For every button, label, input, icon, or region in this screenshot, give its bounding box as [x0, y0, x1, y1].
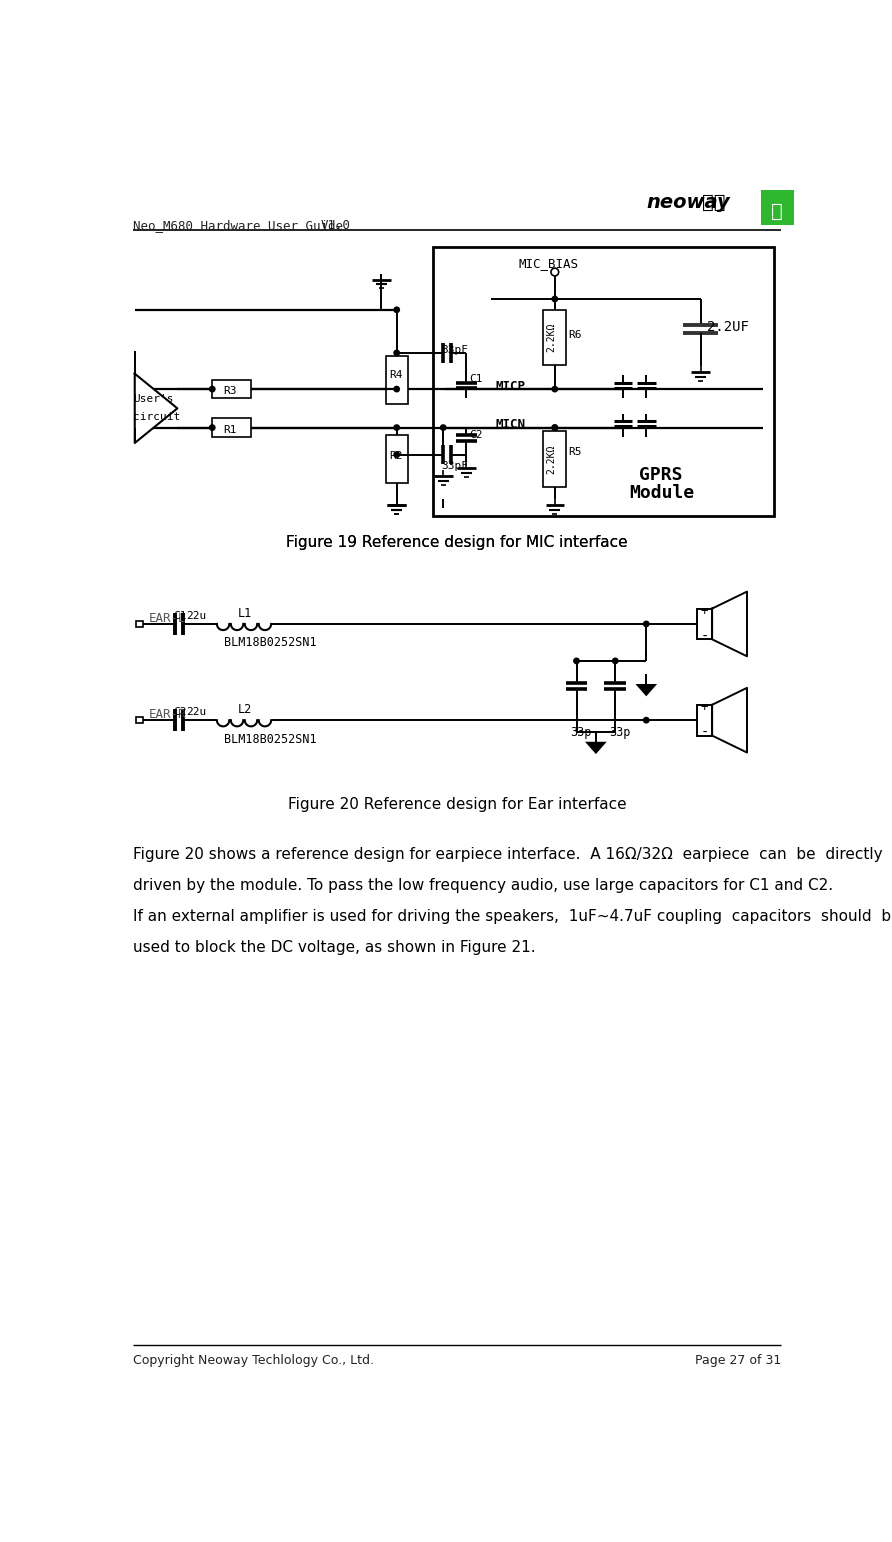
Text: GPRS: GPRS	[639, 466, 682, 484]
Circle shape	[394, 426, 400, 430]
Bar	[212, 418, 251, 436]
Text: -: -	[700, 726, 709, 740]
Circle shape	[441, 426, 446, 430]
Text: R3: R3	[223, 386, 236, 396]
Bar	[386, 356, 408, 404]
Circle shape	[210, 426, 215, 430]
Text: R4: R4	[389, 370, 402, 379]
Text: 22u: 22u	[186, 611, 206, 621]
Text: MIC_BIAS: MIC_BIAS	[518, 256, 578, 270]
Text: 2.2KΩ: 2.2KΩ	[546, 322, 556, 352]
Circle shape	[552, 387, 558, 392]
Text: +: +	[700, 702, 708, 714]
Bar	[543, 432, 566, 487]
Text: User's: User's	[133, 395, 174, 404]
Polygon shape	[585, 742, 607, 754]
Text: V1.0: V1.0	[321, 219, 351, 231]
Circle shape	[210, 387, 215, 392]
Bar	[697, 705, 712, 736]
Circle shape	[552, 426, 558, 430]
Text: used to block the DC voltage, as shown in Figure 21.: used to block the DC voltage, as shown i…	[133, 939, 536, 954]
Bar	[434, 247, 774, 517]
Text: Figure 19 Reference design for MIC interface: Figure 19 Reference design for MIC inter…	[286, 535, 628, 549]
Text: MICP: MICP	[496, 379, 526, 393]
Text: 2.2UF: 2.2UF	[706, 319, 748, 333]
Text: C1: C1	[469, 373, 483, 384]
Circle shape	[394, 452, 400, 458]
Text: C2: C2	[174, 708, 187, 717]
Circle shape	[643, 717, 649, 723]
Circle shape	[552, 426, 558, 430]
Text: R2: R2	[389, 450, 402, 461]
Circle shape	[394, 307, 400, 313]
Text: 33pF: 33pF	[442, 461, 468, 470]
Text: Figure 19 Reference design for MIC interface: Figure 19 Reference design for MIC inter…	[286, 535, 628, 549]
Polygon shape	[712, 592, 747, 657]
Text: EAR-L: EAR-L	[149, 612, 186, 625]
Text: 📱: 📱	[772, 202, 783, 221]
Text: Copyright Neoway Techlology Co., Ltd.: Copyright Neoway Techlology Co., Ltd.	[133, 1354, 375, 1366]
Text: Page 27 of 31: Page 27 of 31	[695, 1354, 781, 1366]
Polygon shape	[635, 685, 657, 697]
Text: circuit: circuit	[133, 412, 180, 423]
Bar	[136, 621, 143, 628]
Text: MICN: MICN	[496, 418, 526, 432]
Polygon shape	[135, 373, 178, 443]
Circle shape	[552, 296, 558, 302]
Text: 22u: 22u	[186, 708, 206, 717]
Circle shape	[394, 387, 400, 392]
Text: C1: C1	[174, 611, 187, 621]
Text: Figure 20 shows a reference design for earpiece interface.  A 16Ω/32Ω  earpiece : Figure 20 shows a reference design for e…	[133, 847, 883, 862]
Text: Figure 20 Reference design for Ear interface: Figure 20 Reference design for Ear inter…	[288, 797, 626, 813]
Bar	[761, 190, 794, 225]
Circle shape	[574, 658, 579, 663]
Text: BLM18B0252SN1: BLM18B0252SN1	[224, 637, 317, 649]
Text: C2: C2	[469, 430, 483, 439]
Bar	[212, 379, 251, 398]
Bar	[697, 609, 712, 640]
Text: L1: L1	[238, 608, 252, 620]
Text: L2: L2	[238, 703, 252, 715]
Text: 有方: 有方	[702, 193, 725, 211]
Text: 33p: 33p	[570, 726, 591, 739]
Text: +: +	[700, 604, 708, 618]
Text: 33pF: 33pF	[442, 345, 468, 355]
Text: If an external amplifier is used for driving the speakers,  1uF~4.7uF coupling  : If an external amplifier is used for dri…	[133, 908, 892, 924]
Text: R6: R6	[568, 330, 582, 339]
Text: Module: Module	[629, 484, 695, 501]
Text: Neo_M680 Hardware User Guide: Neo_M680 Hardware User Guide	[133, 219, 343, 231]
Text: R5: R5	[568, 447, 582, 456]
Text: 33p: 33p	[609, 726, 631, 739]
Text: R1: R1	[223, 424, 236, 435]
Circle shape	[613, 658, 618, 663]
Polygon shape	[712, 688, 747, 752]
Text: driven by the module. To pass the low frequency audio, use large capacitors for : driven by the module. To pass the low fr…	[133, 877, 833, 893]
Bar	[386, 435, 408, 483]
Circle shape	[394, 350, 400, 356]
Bar	[543, 310, 566, 365]
Text: BLM18B0252SN1: BLM18B0252SN1	[224, 732, 317, 745]
Text: EAR-R: EAR-R	[149, 708, 186, 720]
Text: -: -	[700, 631, 709, 645]
Text: neoway: neoway	[646, 193, 730, 211]
Circle shape	[643, 621, 649, 626]
Text: 2.2KΩ: 2.2KΩ	[546, 444, 556, 473]
Bar	[136, 717, 143, 723]
